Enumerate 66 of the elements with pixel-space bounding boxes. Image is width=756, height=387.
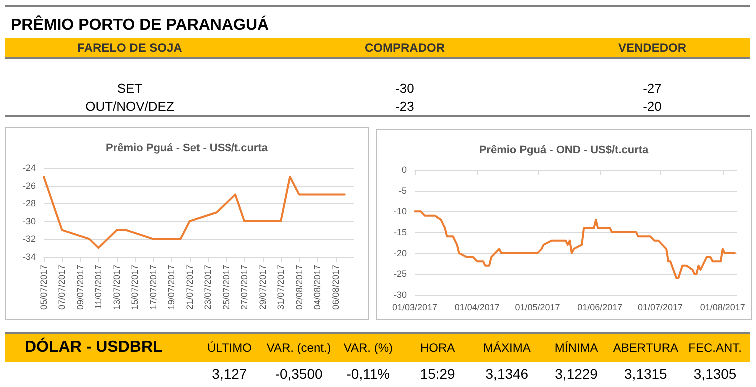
text: 3,127 [211,366,248,382]
category-label: VAR. (%) [342,341,394,355]
text: 3,1315 [624,366,668,382]
x-tick-label: 25/07/2017 [221,265,232,310]
x-tick-label: 01/03/2017 [392,302,438,312]
category-label: MÍNIMA [554,341,600,355]
text: -0,11% [346,366,392,382]
y-tick-label: -10 [394,206,407,217]
x-tick-label: 01/06/2017 [578,302,623,312]
line-series [414,210,736,280]
category-label: ÚLTIMO [206,341,253,355]
category-label: COMPRADOR [364,40,446,54]
y-tick-label: -26 [22,180,36,191]
chart-title: Prêmio Pguá - OND - US$/t.curta [479,144,650,156]
x-tick-label: 05/07/2017 [39,265,49,310]
category-label: ABERTURA [612,341,680,355]
category-label: FEC.ANT. [688,341,743,355]
category-label: MÁXIMA [482,341,532,355]
x-tick-label: 27/07/2017 [240,265,250,310]
text: -20 [642,98,663,114]
y-tick-label: -30 [22,216,36,226]
x-tick-label: 29/07/2017 [258,265,268,310]
y-tick-label: -24 [22,163,36,173]
x-tick-label: 01/05/2017 [515,302,560,312]
category-label: VAR. (cent.) [266,341,332,355]
x-tick-label: 15/07/2017 [130,265,140,310]
line-series [43,176,346,250]
x-tick-label: 19/07/2017 [166,265,177,310]
y-tick-label: -20 [394,248,407,258]
category-label: HORA [419,341,456,355]
x-tick-label: 09/07/2017 [75,265,86,310]
y-tick-label: -32 [22,234,36,244]
x-tick-label: 02/08/2017 [294,265,304,310]
y-tick-label: -15 [394,228,407,238]
x-tick-label: 01/04/2017 [454,302,500,312]
text: -0,3500 [274,366,324,382]
text: 3,1346 [484,366,530,382]
y-tick-label: -30 [394,290,407,300]
text: 3,1305 [692,366,738,382]
text: -27 [642,80,663,96]
text: 3,1229 [554,366,599,382]
y-tick-label: -28 [22,198,36,209]
x-tick-label: 07/07/2017 [57,265,68,310]
y-tick-label: -25 [394,269,407,280]
y-tick-label: -34 [22,252,36,262]
x-tick-label: 01/07/2017 [638,302,684,312]
text: SET [116,80,144,96]
x-tick-label: 11/07/2017 [94,265,104,310]
x-tick-label: 06/08/2017 [330,265,341,310]
text: DÓLAR - USDBRL [24,339,164,357]
x-tick-label: 21/07/2017 [184,265,195,310]
category-label: FARELO DE SOJA [76,40,184,54]
x-tick-label: 01/08/2017 [700,302,746,312]
text: 15:29 [419,366,456,382]
x-tick-label: 31/07/2017 [276,265,286,310]
x-tick-label: 04/08/2017 [312,265,323,310]
x-tick-label: 17/07/2017 [148,265,158,310]
text: OUT/NOV/DEZ [84,98,176,114]
text: -23 [394,98,416,114]
y-tick-label: -5 [398,186,407,196]
chart-title: Prêmio Pguá - Set - US$/t.curta [106,142,269,154]
category-label: VENDEDOR [617,40,688,54]
x-tick-label: 13/07/2017 [112,265,122,310]
text: PRÊMIO PORTO DE PARANAGUÁ [10,14,270,36]
y-tick-label: 0 [402,165,407,175]
x-tick-label: 23/07/2017 [203,265,214,310]
